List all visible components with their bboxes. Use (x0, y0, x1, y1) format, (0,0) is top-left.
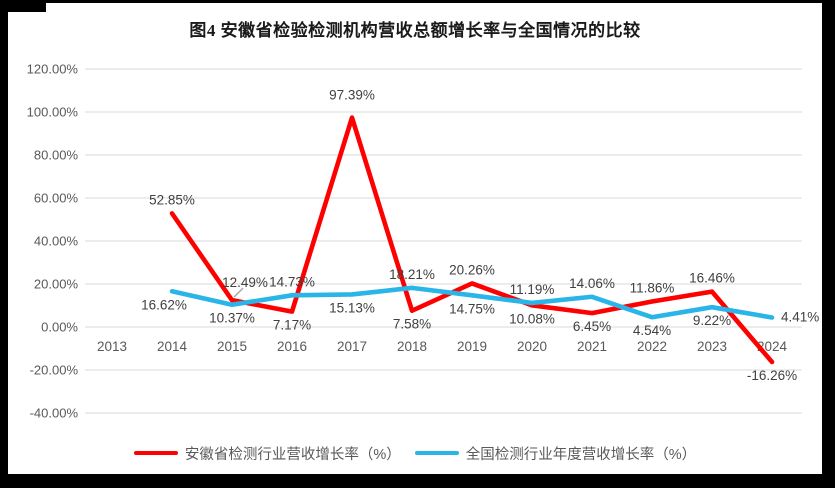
legend-item-anhui: 安徽省检测行业营收增长率（%） (133, 443, 401, 464)
data-label: 4.41% (781, 310, 819, 325)
data-label: 20.26% (449, 262, 495, 277)
x-axis-label: 2017 (337, 339, 367, 354)
y-axis-label: 120.00% (27, 62, 79, 77)
screenshot-border-top (0, 0, 835, 3)
x-axis-label: 2014 (157, 339, 188, 354)
y-axis-label: 0.00% (41, 320, 78, 335)
screenshot-border-topleft (0, 0, 46, 12)
data-label: 97.39% (329, 88, 375, 103)
y-axis-label: -40.00% (30, 406, 79, 421)
x-axis-label: 2022 (637, 339, 667, 354)
legend-item-national: 全国检测行业年度营收增长率（%） (414, 443, 697, 464)
data-label: 10.08% (509, 311, 555, 326)
x-axis-label: 2018 (397, 339, 427, 354)
data-label: 16.46% (689, 271, 735, 286)
legend-label-national: 全国检测行业年度营收增长率（%） (465, 446, 697, 463)
legend-line-swatch-red (133, 450, 178, 456)
data-label: 9.22% (693, 313, 731, 328)
x-axis-label: 2021 (577, 339, 607, 354)
y-axis-label: -20.00% (30, 363, 79, 378)
data-label: 7.17% (273, 318, 311, 333)
data-label: 4.54% (633, 323, 671, 338)
data-label: 6.45% (573, 319, 611, 334)
y-axis-label: 80.00% (34, 148, 79, 163)
data-label: 52.85% (149, 192, 195, 207)
data-label: -16.26% (747, 368, 797, 383)
data-label: 14.73% (269, 274, 315, 289)
screenshot-border-bottom (0, 474, 835, 488)
data-label: 18.21% (389, 267, 435, 282)
screenshot-border-left (0, 0, 8, 488)
x-axis-label: 2019 (457, 339, 487, 354)
data-label: 11.86% (630, 281, 675, 296)
x-axis-label: 2023 (697, 339, 727, 354)
chart-legend: 安徽省检测行业营收增长率（%） 全国检测行业年度营收增长率（%） (8, 440, 822, 466)
y-axis-label: 40.00% (34, 234, 79, 249)
data-label: 15.13% (329, 300, 375, 315)
data-label: 11.19% (510, 282, 555, 297)
data-label: 16.62% (141, 297, 187, 312)
x-axis-label: 2020 (517, 339, 547, 354)
screenshot-border-right (822, 0, 835, 488)
y-axis-label: 20.00% (34, 277, 79, 292)
series-line-national (169, 285, 775, 320)
data-label: 7.58% (393, 317, 431, 332)
data-label: 14.06% (569, 276, 615, 291)
x-axis-label: 2015 (217, 339, 247, 354)
y-axis-label: 100.00% (27, 105, 79, 120)
data-label: 12.49% (222, 275, 268, 290)
x-axis-label: 2013 (97, 339, 127, 354)
x-axis-label: 2016 (277, 339, 307, 354)
data-label: 10.37% (209, 311, 255, 326)
legend-line-swatch-blue (414, 450, 459, 456)
label-leader-line (233, 287, 244, 298)
data-label: 14.75% (449, 301, 495, 316)
legend-label-anhui: 安徽省检测行业营收增长率（%） (184, 446, 401, 463)
chart-title: 图4 安徽省检验检测机构营收总额增长率与全国情况的比较 (189, 21, 641, 40)
y-axis-label: 60.00% (34, 191, 79, 206)
series-line-anhui (169, 115, 775, 365)
